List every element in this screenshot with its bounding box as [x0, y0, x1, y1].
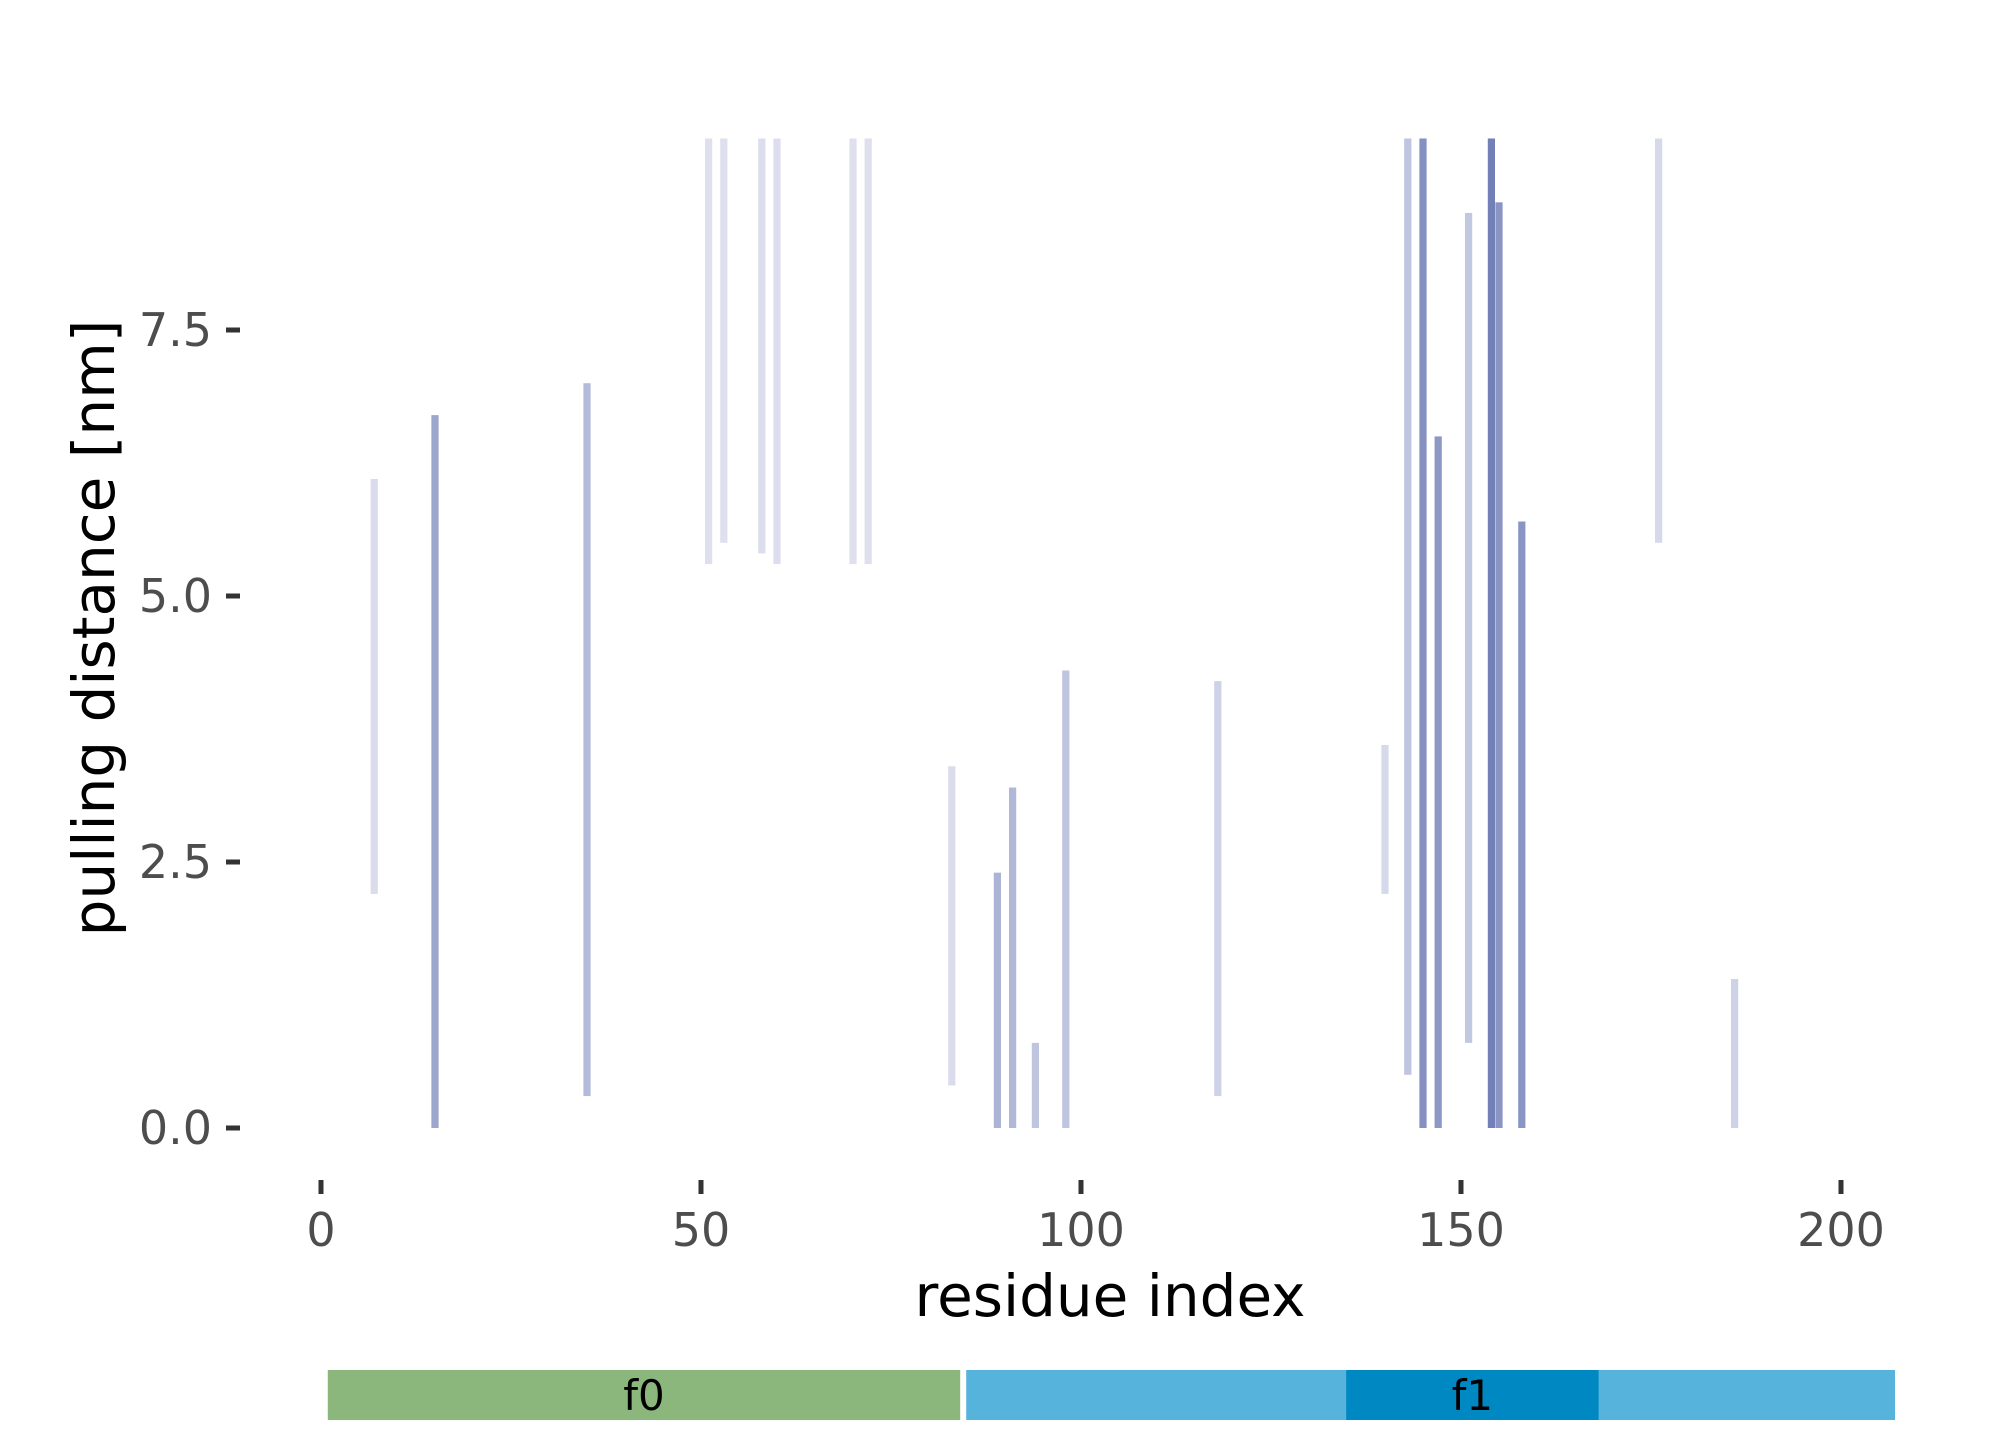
y-tick-label: 0.0: [139, 1101, 212, 1155]
heatmap-band-residue-143: [1404, 138, 1412, 1075]
heatmap-band-residue-145: [1419, 138, 1427, 1129]
x-axis-title: residue index: [915, 1262, 1306, 1330]
x-tick-label: 150: [1417, 1203, 1505, 1257]
heatmap-band-residue-186: [1730, 979, 1739, 1128]
heatmap-band-residue-58: [758, 138, 766, 554]
heatmap-band-residue-98: [1062, 670, 1070, 1128]
y-tick-label: 7.5: [139, 303, 212, 357]
heatmap-band-residue-140: [1381, 744, 1389, 894]
heatmap-band-residue-60: [773, 138, 781, 565]
heatmap-band-residue-15: [431, 415, 439, 1128]
heatmap-band-residue-91: [1008, 787, 1017, 1128]
domain-label: f0: [623, 1371, 665, 1420]
domain-segment: [327, 1370, 961, 1420]
heatmap-band-residue-35: [583, 383, 591, 1097]
domain-segment: [1346, 1370, 1599, 1420]
heatmap-band-residue-94: [1031, 1042, 1040, 1128]
y-tick-label: 2.5: [139, 835, 212, 889]
heatmap-band-residue-7: [370, 478, 378, 894]
heatmap-band-residue-176: [1654, 138, 1663, 543]
x-axis: 0 50 100 150 200: [306, 1180, 1885, 1257]
heatmap-band-residue-53: [720, 138, 728, 543]
heatmap-band-residue-154: [1487, 138, 1496, 1129]
x-tick-label: 50: [672, 1203, 731, 1257]
heatmap-band-residue-118: [1214, 681, 1222, 1097]
heatmap-band-residue-72: [864, 138, 872, 565]
y-tick-label: 5.0: [139, 569, 212, 623]
domain-annotation-bar: f0 f1: [327, 1370, 1895, 1420]
heatmap-band-residue-70: [849, 138, 857, 565]
heatmap-band-residue-155: [1495, 202, 1503, 1128]
heatmap-band-residue-51: [704, 138, 713, 565]
domain-label: f1: [1452, 1371, 1494, 1420]
heatmap-band-residue-147: [1434, 436, 1442, 1128]
y-axis-title: pulling distance [nm]: [60, 320, 128, 937]
heatmap-band-residue-151: [1464, 212, 1473, 1043]
x-tick-label: 0: [306, 1203, 335, 1257]
y-axis: 0.0 2.5 5.0 7.5: [139, 303, 240, 1155]
heatmap-band-residue-83: [948, 766, 956, 1086]
heatmap-band-residue-89: [993, 872, 1002, 1128]
heatmap-bands: [370, 138, 1739, 1129]
x-tick-label: 200: [1797, 1203, 1885, 1257]
heatmap-band-residue-158: [1518, 521, 1526, 1128]
x-tick-label: 100: [1037, 1203, 1125, 1257]
